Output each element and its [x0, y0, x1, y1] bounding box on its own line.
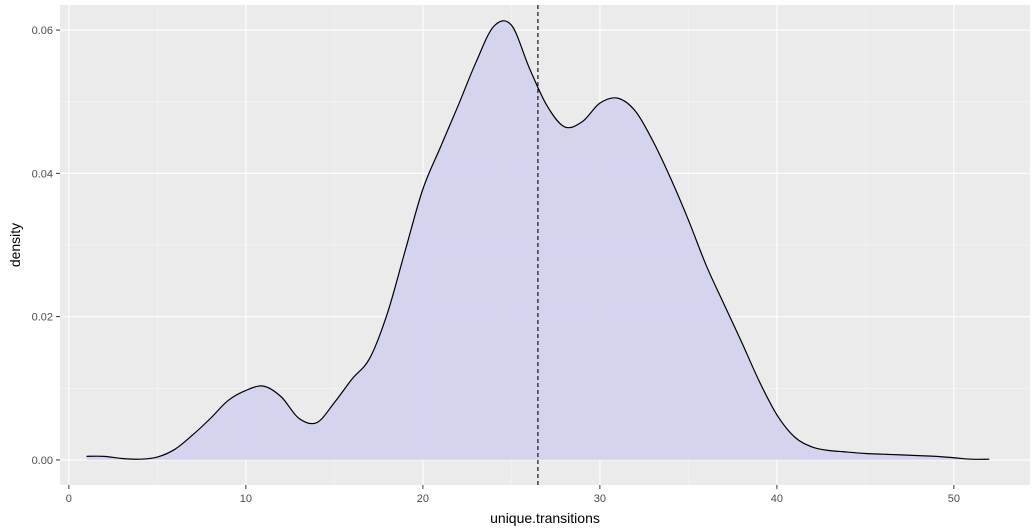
y-tick-label: 0.00 [32, 455, 53, 467]
y-axis-title: density [7, 223, 23, 267]
x-axis: 0 10 20 30 40 50 [66, 485, 960, 505]
y-tick-label: 0.06 [32, 25, 53, 37]
y-axis: 0.00 0.02 0.04 0.06 [32, 25, 60, 467]
x-tick-label: 10 [240, 493, 252, 505]
x-axis-title: unique.transitions [490, 510, 600, 526]
x-tick-label: 40 [771, 493, 783, 505]
x-tick-label: 0 [66, 493, 72, 505]
x-tick-label: 20 [417, 493, 429, 505]
x-tick-label: 30 [594, 493, 606, 505]
x-tick-label: 50 [948, 493, 960, 505]
density-area [86, 20, 990, 460]
y-tick-label: 0.02 [32, 312, 53, 324]
y-tick-label: 0.04 [32, 168, 53, 180]
density-line [86, 20, 990, 460]
